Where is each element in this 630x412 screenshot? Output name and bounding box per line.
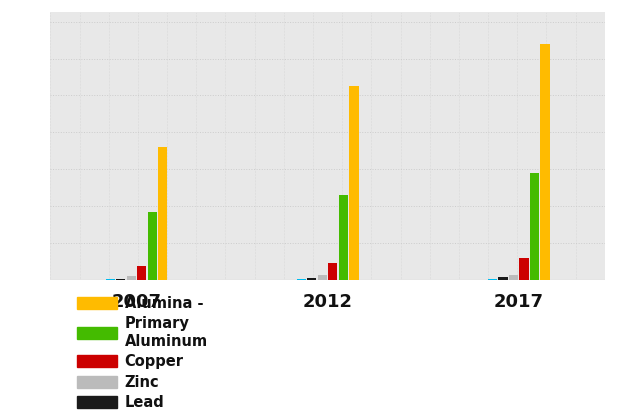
- Bar: [519, 258, 529, 280]
- Bar: [509, 275, 518, 280]
- Bar: [158, 147, 168, 280]
- Bar: [339, 195, 348, 280]
- Bar: [105, 279, 115, 280]
- Bar: [488, 279, 497, 280]
- Bar: [297, 279, 306, 280]
- Bar: [498, 277, 508, 280]
- Legend: Alumina -, Primary
Aluminum, Copper, Zinc, Lead, Nickel: Alumina -, Primary Aluminum, Copper, Zin…: [77, 296, 208, 412]
- Bar: [116, 279, 125, 280]
- Bar: [137, 266, 146, 280]
- Bar: [318, 275, 327, 280]
- Bar: [328, 262, 338, 280]
- Bar: [127, 276, 136, 280]
- Bar: [147, 212, 157, 280]
- Bar: [541, 44, 550, 280]
- Bar: [349, 86, 358, 280]
- Bar: [307, 278, 316, 280]
- Bar: [530, 173, 539, 280]
